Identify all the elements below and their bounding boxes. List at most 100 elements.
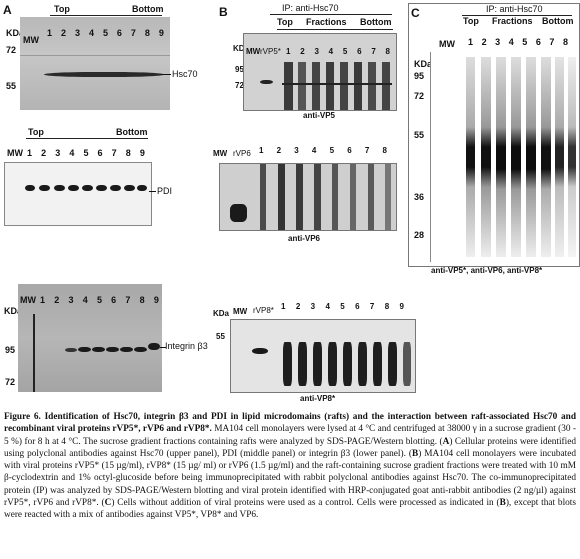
figure-caption: Figure 6. Identification of Hsc70, integ… (4, 411, 576, 522)
caption-part-3: ) MA104 cell monolayers were incubated w… (4, 448, 577, 509)
vp5-lane-2 (298, 62, 306, 110)
caption-ref-c: C (104, 498, 112, 509)
vp8-lane-5 (343, 342, 352, 386)
panel-c-fractions-label: Fractions (492, 16, 533, 26)
vp5-rvp-band (260, 80, 273, 84)
vp8-lane-2 (298, 342, 307, 386)
pdi-blot (4, 162, 152, 226)
vp5-marker-72: 72 (235, 81, 244, 90)
vp8-lane-9 (403, 342, 411, 386)
panel-c-antibody-label: anti-VP5*, anti-VP6, anti-VP8* (431, 266, 543, 275)
panel-c-kda-label: KDa (414, 59, 433, 69)
vp6-rvp-band (230, 204, 247, 222)
vp6-mw-label: MW (213, 149, 228, 158)
panel-c-top-label: Top (463, 16, 479, 26)
vp8-kda-label: KDa (213, 309, 230, 318)
pdi-band-4 (68, 185, 79, 191)
panel-c-marker-72: 72 (414, 91, 425, 101)
vp5-lane-8 (382, 62, 390, 110)
vp8-mw-label: MW (233, 307, 248, 316)
vp5-mw-label: MW (246, 47, 261, 56)
caption-ref-b: B (411, 448, 419, 459)
integrin-band-4 (78, 347, 91, 352)
panel-b-fractions-label: Fractions (306, 17, 347, 27)
integrin-band-9 (148, 343, 160, 350)
vp6-lane-3 (296, 164, 303, 230)
panel-b-bottom-label: Bottom (360, 17, 392, 27)
integrin-arrow (160, 347, 166, 348)
panel-c-lane-3 (496, 57, 506, 257)
vp6-lane-2 (278, 164, 285, 230)
pdi-band-2 (39, 185, 50, 191)
vp6-lane-7 (368, 164, 374, 230)
integrin-kda-label: KDa (4, 306, 23, 316)
vp8-rvp-band (252, 348, 268, 354)
vp6-lane-5 (332, 164, 338, 230)
vp5-kda-label: KDa (233, 44, 250, 53)
hsc70-marker-55: 55 (6, 81, 17, 91)
pdi-arrow (149, 191, 156, 192)
pdi-band-7 (110, 185, 121, 191)
pdi-band-9 (137, 185, 147, 191)
vp8-antibody-label: anti-VP8* (300, 394, 336, 403)
caption-part-5: ), except that blots were reacted with a… (4, 498, 576, 521)
vp8-lane-3 (313, 342, 322, 386)
panel-c-marker-95: 95 (414, 71, 425, 81)
hsc70-top-label: Top (54, 4, 70, 14)
vp5-band-row (282, 83, 392, 85)
vp6-lane-4 (314, 164, 321, 230)
integrin-band-3 (65, 348, 77, 352)
vp8-rvp-label: rVP8* (253, 306, 274, 315)
panel-c-bottom-label: Bottom (542, 16, 574, 26)
hsc70-band (44, 72, 164, 77)
integrin-band-8 (134, 347, 147, 352)
vp8-lane-7 (373, 342, 382, 386)
vp6-rvp-label: rVP6 (233, 149, 251, 158)
vp8-lane-4 (328, 342, 337, 386)
pdi-band-3 (54, 185, 65, 191)
vp8-lane-6 (358, 342, 367, 386)
vp5-lane-7 (368, 62, 376, 110)
vp5-lane-3 (312, 62, 320, 110)
vp6-blot (219, 163, 397, 231)
panel-b-ip-label: IP: anti-Hsc70 (282, 3, 339, 13)
panel-c-ip-label: IP: anti-Hsc70 (486, 4, 543, 14)
panel-c-lane-1 (466, 57, 475, 257)
caption-part-4: ) Cells without addition of viral protei… (111, 498, 500, 509)
vp5-lane-5 (340, 62, 348, 110)
pdi-band-8 (124, 185, 135, 191)
marker-tick (20, 55, 170, 56)
panel-a-letter: A (3, 3, 12, 17)
pdi-band-1 (25, 185, 35, 191)
panel-c-lane-5 (526, 57, 536, 257)
integrin-marker-95: 95 (5, 345, 16, 355)
vp6-lane-6 (350, 164, 356, 230)
vp8-lane-8 (388, 342, 397, 386)
hsc70-bottom-label: Bottom (132, 4, 164, 14)
pdi-target-label: PDI (157, 186, 173, 196)
pdi-bottom-label: Bottom (116, 127, 148, 137)
panel-c-marker-36: 36 (414, 192, 425, 202)
hsc70-target-label: Hsc70 (172, 69, 198, 79)
panel-b-fraction-line (277, 29, 393, 30)
hsc70-arrow (161, 74, 171, 75)
panel-b-letter: B (219, 5, 228, 19)
vp5-rvp-label: rVP5* (260, 47, 281, 56)
panel-c-marker-28: 28 (414, 230, 425, 240)
vp6-antibody-label: anti-VP6 (288, 234, 321, 243)
integrin-band-6 (106, 347, 119, 352)
integrin-mw-label: MW (20, 295, 36, 305)
integrin-lane-divider (33, 314, 35, 392)
vp6-lane-8 (385, 164, 391, 230)
panel-c-mw-label: MW (439, 39, 455, 49)
pdi-bracket-line (26, 138, 148, 139)
vp5-lane-6 (354, 62, 362, 110)
panel-c-letter: C (411, 6, 420, 20)
integrin-band-5 (92, 347, 105, 352)
